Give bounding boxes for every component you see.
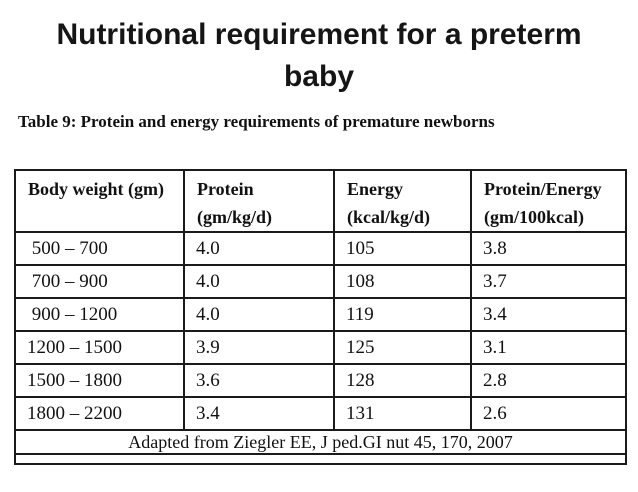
table-row: 700 – 900 4.0 108 3.7	[14, 264, 627, 299]
header-unit: (kcal/kg/d)	[347, 207, 431, 227]
column-header-protein: Protein (gm/kg/d)	[183, 169, 335, 233]
table-bottom-spacer	[14, 453, 627, 465]
table-header-row: Body weight (gm) Protein (gm/kg/d) Energ…	[14, 169, 627, 233]
cell-body-weight: 1200 – 1500	[14, 330, 185, 365]
cell-protein-energy: 2.8	[470, 363, 627, 398]
cell-protein-energy: 3.7	[470, 264, 627, 299]
table-row: 900 – 1200 4.0 119 3.4	[14, 297, 627, 332]
header-label: Protein	[197, 179, 254, 199]
column-header-body-weight: Body weight (gm)	[14, 169, 185, 233]
nutrition-requirements-table: Body weight (gm) Protein (gm/kg/d) Energ…	[14, 169, 627, 465]
header-unit: (gm/kg/d)	[197, 207, 273, 227]
cell-body-weight: 700 – 900	[14, 264, 185, 299]
table-row: 1500 – 1800 3.6 128 2.8	[14, 363, 627, 398]
slide-title: Nutritional requirement for a preterm ba…	[56, 18, 582, 93]
table-bottom-spacer-row	[14, 453, 627, 465]
cell-energy: 131	[333, 396, 472, 431]
cell-protein-energy: 3.4	[470, 297, 627, 332]
table-row: 1800 – 2200 3.4 131 2.6	[14, 396, 627, 431]
cell-body-weight: 1800 – 2200	[14, 396, 185, 431]
header-label: Body weight (gm)	[28, 179, 164, 199]
header-unit: (gm/100kcal)	[484, 207, 584, 227]
header-label: Energy	[347, 179, 403, 199]
table-row: 1200 – 1500 3.9 125 3.1	[14, 330, 627, 365]
cell-protein: 3.6	[183, 363, 335, 398]
table-footnote-row: Adapted from Ziegler EE, J ped.GI nut 45…	[14, 429, 627, 455]
table-footnote: Adapted from Ziegler EE, J ped.GI nut 45…	[14, 429, 627, 455]
header-label: Protein/Energy	[484, 179, 602, 199]
cell-energy: 125	[333, 330, 472, 365]
cell-protein: 4.0	[183, 231, 335, 266]
table-row: 500 – 700 4.0 105 3.8	[14, 231, 627, 266]
cell-protein-energy: 3.8	[470, 231, 627, 266]
cell-energy: 128	[333, 363, 472, 398]
cell-protein: 3.9	[183, 330, 335, 365]
cell-energy: 119	[333, 297, 472, 332]
cell-body-weight: 1500 – 1800	[14, 363, 185, 398]
cell-energy: 105	[333, 231, 472, 266]
column-header-protein-energy: Protein/Energy (gm/100kcal)	[470, 169, 627, 233]
column-header-energy: Energy (kcal/kg/d)	[333, 169, 472, 233]
cell-protein-energy: 3.1	[470, 330, 627, 365]
cell-energy: 108	[333, 264, 472, 299]
cell-body-weight: 500 – 700	[14, 231, 185, 266]
cell-protein: 3.4	[183, 396, 335, 431]
cell-body-weight: 900 – 1200	[14, 297, 185, 332]
cell-protein: 4.0	[183, 264, 335, 299]
table-caption: Table 9: Protein and energy requirements…	[18, 112, 495, 131]
cell-protein-energy: 2.6	[470, 396, 627, 431]
cell-protein: 4.0	[183, 297, 335, 332]
